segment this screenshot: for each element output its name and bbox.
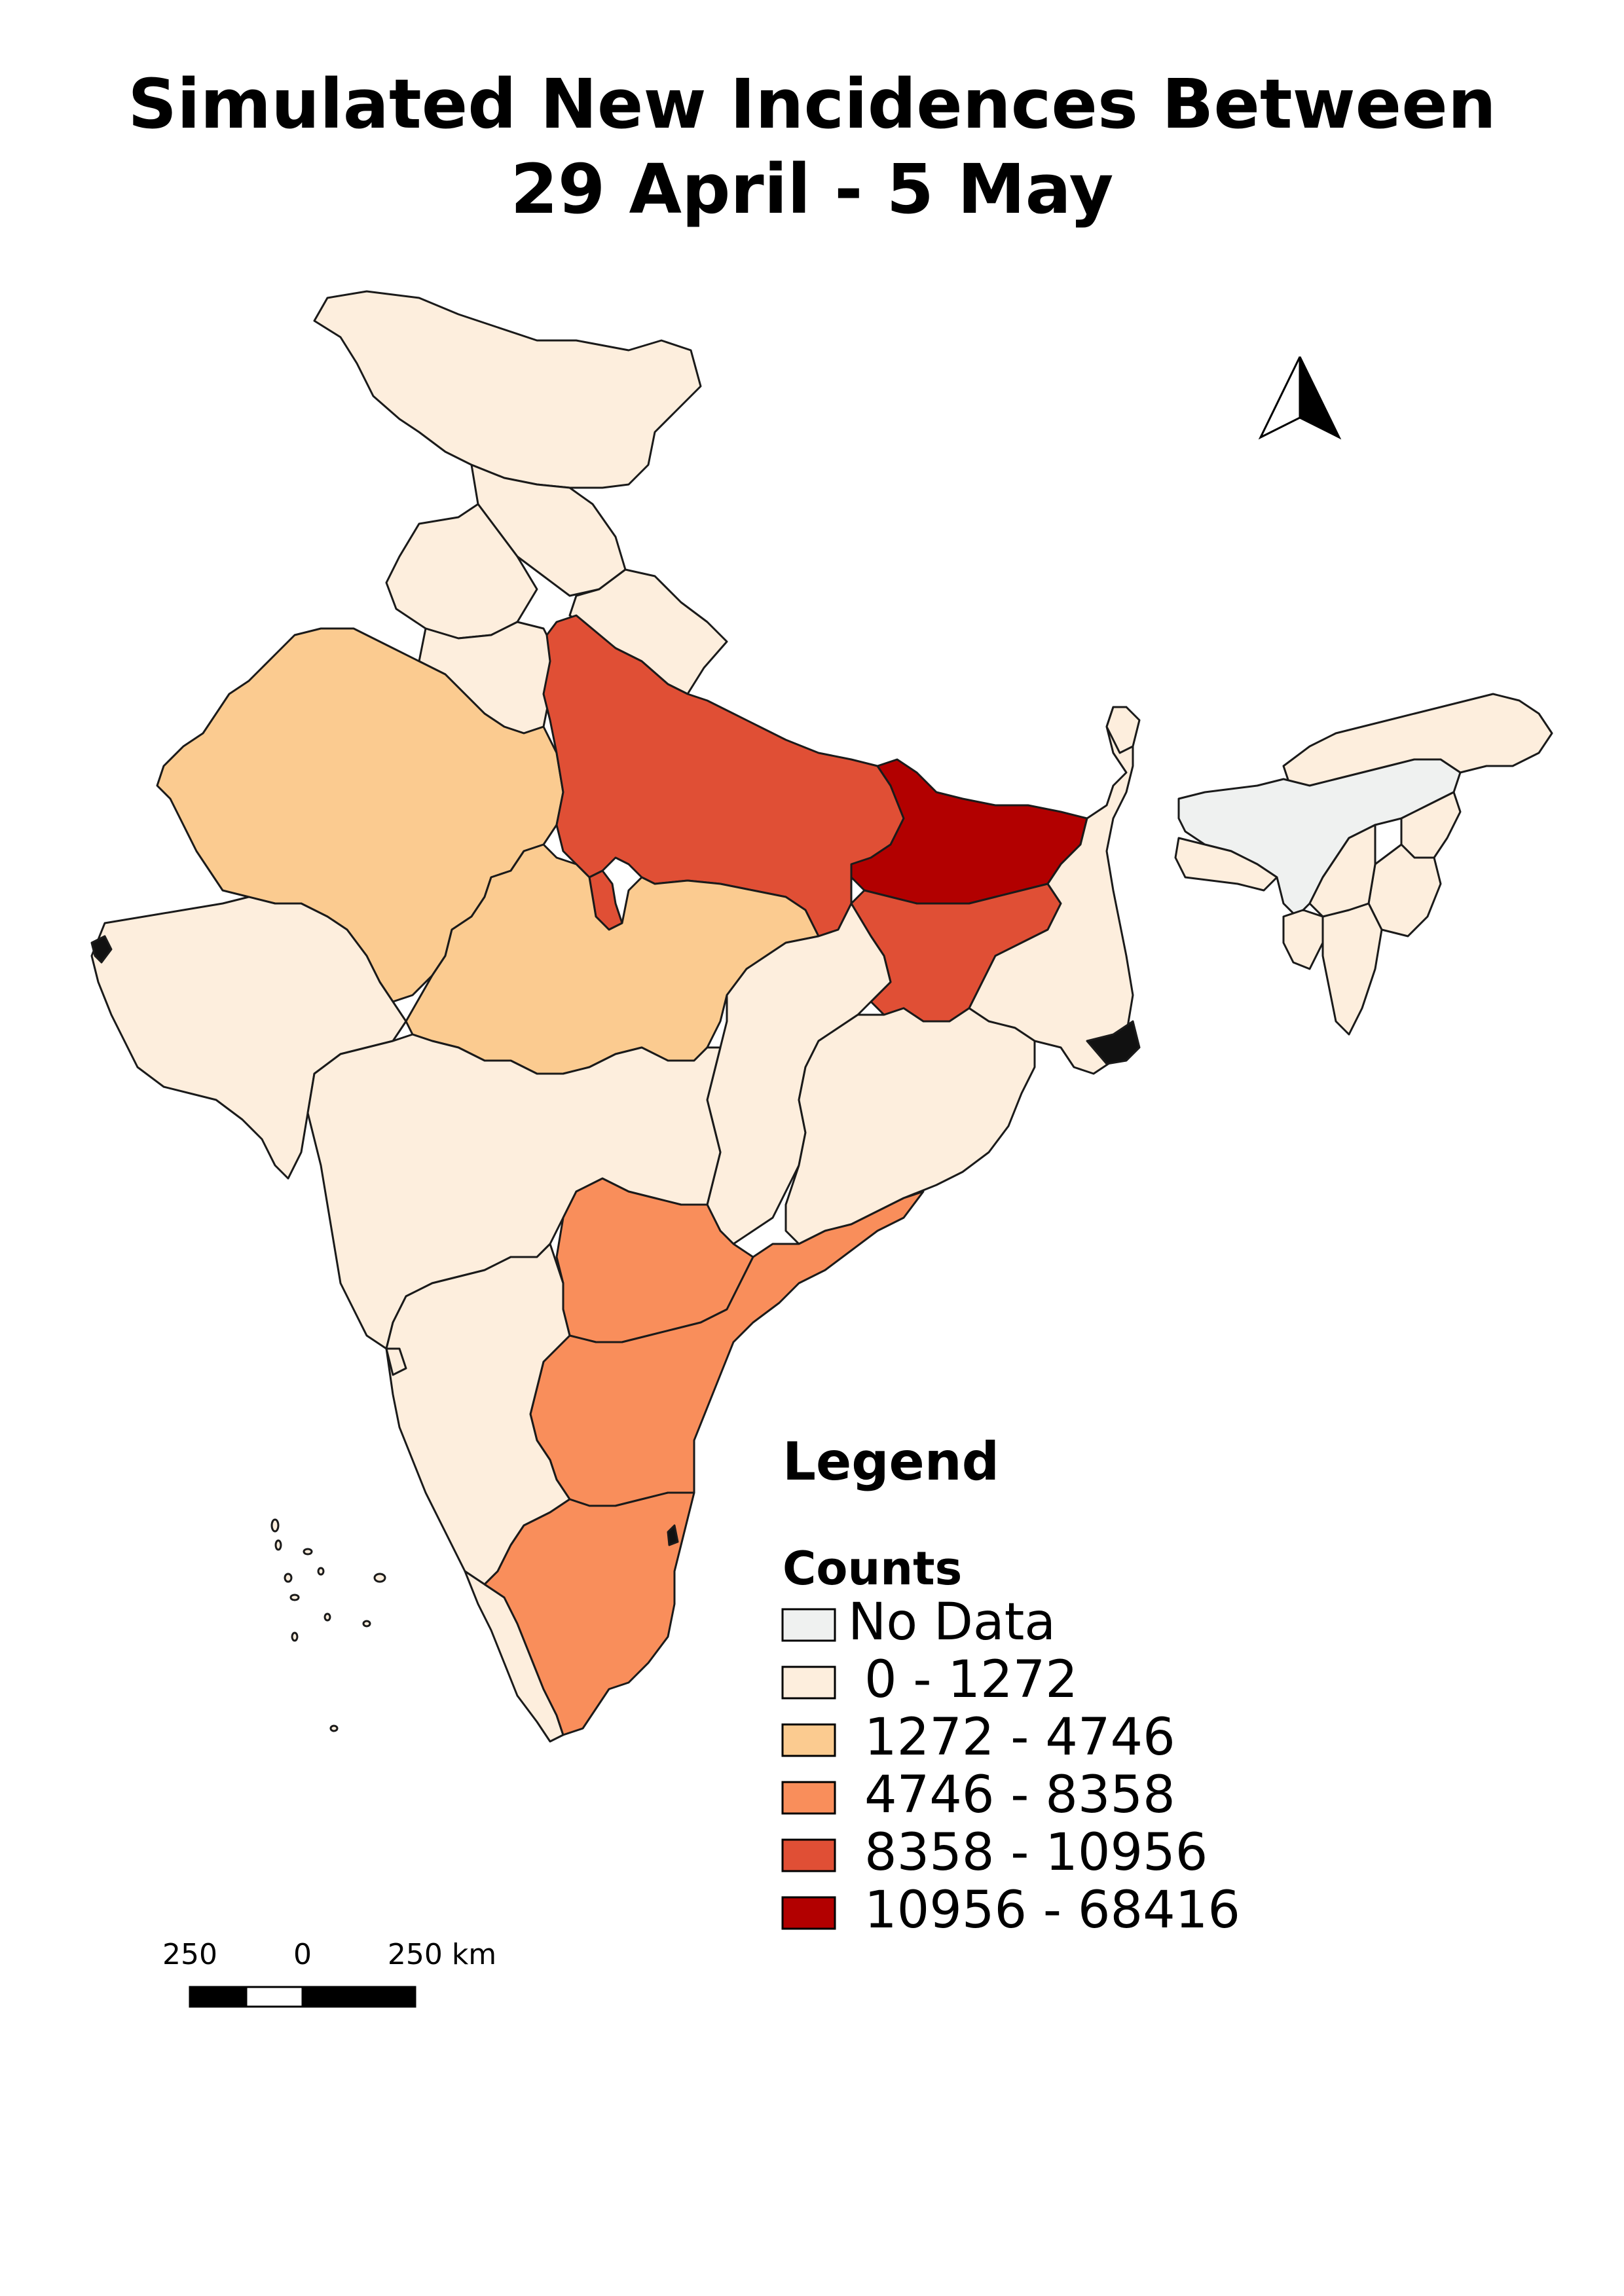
india-choropleth-map [90, 290, 1553, 1743]
scale-bar-segment-2 [245, 1986, 304, 2008]
legend-label-5: 10956 - 68416 [864, 1881, 1240, 1940]
region-meghalaya [1174, 837, 1278, 892]
legend-label-4: 8358 - 10956 [864, 1823, 1208, 1882]
scale-bar-segment-1 [189, 1986, 248, 2008]
region-tripura [1282, 909, 1324, 970]
region-manipur [1367, 843, 1442, 938]
region-mizoram [1321, 902, 1383, 1036]
region-jammu-kashmir [313, 290, 702, 489]
scale-label-right: 250 km [388, 1938, 496, 1971]
map-title-line-1: Simulated New Incidences Between [128, 64, 1496, 144]
legend-label-0: No Data [848, 1593, 1056, 1652]
region-sikkim [1105, 706, 1141, 754]
region-goa [385, 1347, 407, 1376]
region-assam-barak [1308, 824, 1376, 918]
legend-swatch-2 [781, 1723, 836, 1757]
scale-bar-segment-3 [301, 1986, 416, 2008]
region-maharashtra [306, 1033, 722, 1350]
region-tamil-nadu [483, 1491, 695, 1736]
legend-label-1: 0 - 1272 [864, 1650, 1078, 1709]
legend-swatch-1 [781, 1666, 836, 1700]
north-arrow-icon [1258, 356, 1342, 440]
legend-swatch-0 [781, 1608, 836, 1642]
scale-label-left: 250 [162, 1938, 217, 1971]
legend-swatch-4 [781, 1838, 836, 1872]
region-sundarbans [1086, 1020, 1141, 1065]
legend-subheading: Counts [783, 1542, 962, 1595]
legend-label-2: 1272 - 4746 [864, 1708, 1175, 1767]
region-karnataka [385, 1243, 571, 1586]
legend-label-3: 4746 - 8358 [864, 1766, 1175, 1825]
region-puducherry [667, 1524, 679, 1546]
scale-label-middle: 0 [293, 1938, 312, 1971]
legend-swatch-5 [781, 1896, 836, 1930]
scale-bar: 250 0 250 km [162, 1938, 496, 2008]
legend-swatch-3 [781, 1781, 836, 1815]
region-odisha [784, 1007, 1036, 1245]
map-title-line-2: 29 April - 5 May [511, 149, 1114, 229]
region-kutch-coast [90, 935, 113, 964]
lakshadweep-islands [270, 1518, 386, 1732]
legend-heading: Legend [783, 1431, 999, 1492]
